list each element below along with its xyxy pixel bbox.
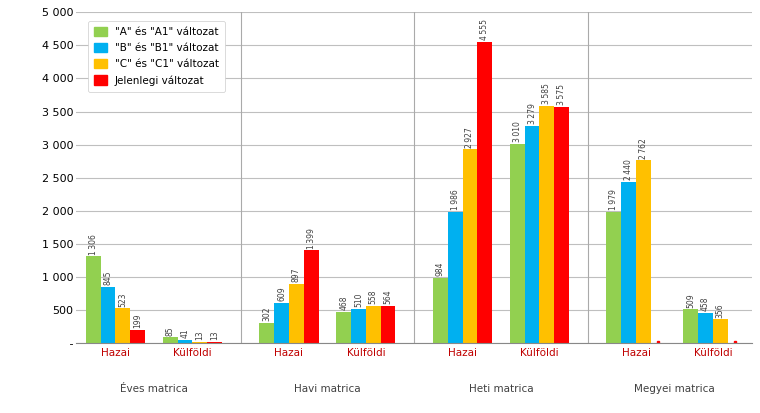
Text: 609: 609 [277,286,286,301]
Text: 2 440: 2 440 [624,159,633,180]
Text: 85: 85 [166,326,175,335]
Bar [524,126,540,343]
Text: 564: 564 [384,289,393,304]
Bar [100,287,116,343]
Text: 897: 897 [292,267,301,282]
Bar [606,212,621,343]
Text: 41: 41 [180,329,189,338]
Text: 3 585: 3 585 [543,83,551,104]
Bar [366,306,381,343]
Bar [433,278,448,343]
Bar [477,42,492,343]
Bar [163,337,178,343]
Legend: "A" és "A1" változat, "B" és "B1" változat, "C" és "C1" változat, Jelenlegi vált: "A" és "A1" változat, "B" és "B1" változ… [88,21,225,92]
Text: 845: 845 [103,271,112,285]
Text: 510: 510 [354,293,363,307]
Text: 13: 13 [195,331,204,340]
Text: 2 927: 2 927 [465,127,474,148]
Bar [713,319,728,343]
Text: 2 762: 2 762 [639,138,648,159]
Text: 13: 13 [210,331,219,340]
Bar [116,308,130,343]
Text: 523: 523 [119,292,128,306]
Bar [540,106,554,343]
Bar [192,342,207,343]
Text: 1 979: 1 979 [610,190,619,210]
Bar [289,283,304,343]
Bar [636,160,651,343]
Bar [86,256,100,343]
Bar [554,107,569,343]
Bar [178,340,192,343]
Text: 509: 509 [686,293,695,308]
Text: 3 279: 3 279 [527,104,537,124]
Bar [351,309,366,343]
Text: 1 306: 1 306 [89,234,98,255]
Text: 984: 984 [435,261,445,276]
Bar [448,211,463,343]
Text: 3 010: 3 010 [513,121,521,142]
Text: 199: 199 [133,313,142,328]
Text: 1 986: 1 986 [451,189,460,210]
Text: Éves matrica: Éves matrica [120,384,188,394]
Bar [304,250,318,343]
Bar [259,323,274,343]
Text: Havi matrica: Havi matrica [294,384,361,394]
Text: 558: 558 [369,290,378,304]
Text: 302: 302 [262,307,271,321]
Text: 1 399: 1 399 [307,228,315,249]
Text: Megyei matrica: Megyei matrica [634,384,715,394]
Bar [683,309,698,343]
Text: Heti matrica: Heti matrica [469,384,534,394]
Bar [698,313,713,343]
Text: 458: 458 [701,297,710,311]
Bar [381,306,395,343]
Text: 3 575: 3 575 [557,84,566,105]
Bar [510,144,524,343]
Text: 4 555: 4 555 [480,19,489,40]
Bar [621,182,636,343]
Bar [207,342,222,343]
Bar [337,312,351,343]
Bar [130,330,145,343]
Text: 356: 356 [716,303,725,318]
Bar [274,303,289,343]
Bar [463,150,477,343]
Text: 468: 468 [339,296,348,310]
